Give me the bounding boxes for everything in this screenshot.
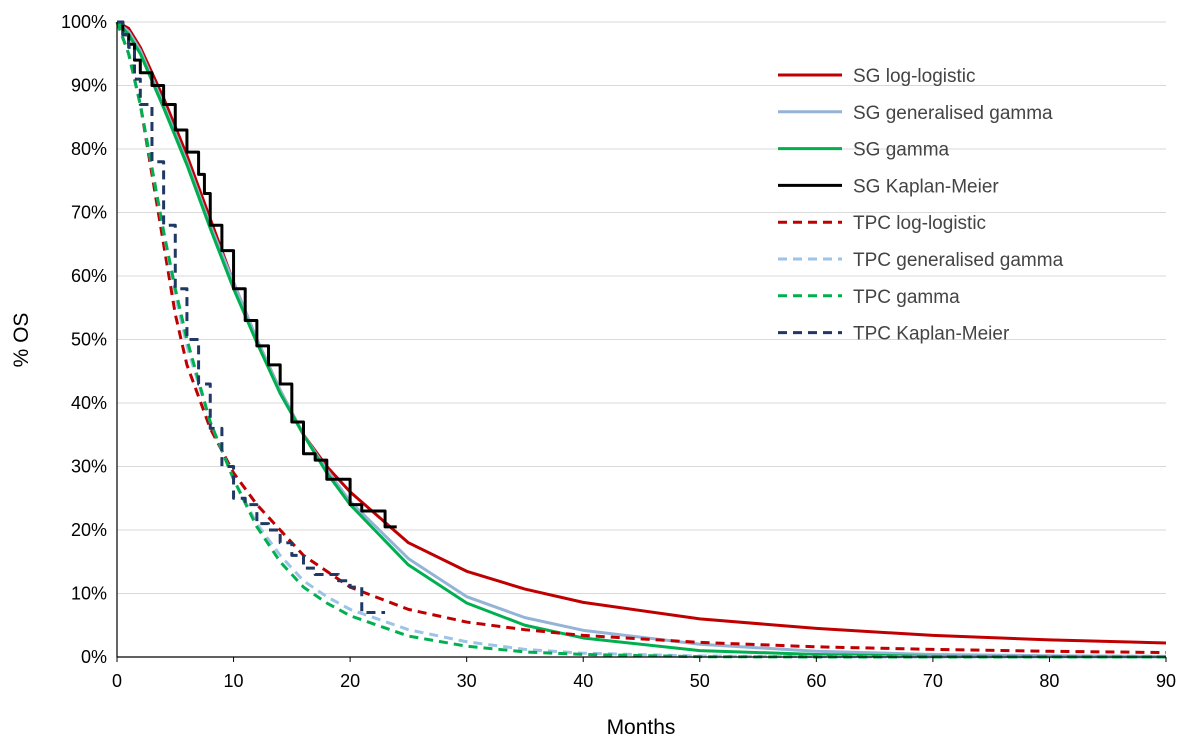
y-tick-label-10: 10% <box>71 584 107 604</box>
series-line-3 <box>117 20 397 529</box>
legend-label-2: SG gamma <box>853 140 950 161</box>
series-line-4 <box>115 21 1167 655</box>
axes <box>116 22 1167 662</box>
y-tick-label-80: 80% <box>71 139 107 159</box>
x-tick-label-10: 10 <box>224 671 244 691</box>
y-tick-label-50: 50% <box>71 330 107 350</box>
x-tick-label-20: 20 <box>340 671 360 691</box>
legend-label-5: TPC generalised gamma <box>853 250 1064 271</box>
legend-label-0: SG log-logistic <box>853 66 976 87</box>
tick-labels: 0% 10% 20% 30% 40% 50% 60% 70% 80% 90% 100% 0 10 20 30… <box>61 12 1176 691</box>
x-tick-label-60: 60 <box>806 671 826 691</box>
legend-label-6: TPC gamma <box>853 287 960 308</box>
x-tick-label-0: 0 <box>112 671 122 691</box>
x-tick-label-50: 50 <box>690 671 710 691</box>
legend-label-3: SG Kaplan-Meier <box>853 176 999 197</box>
series-line-7 <box>117 20 386 615</box>
x-tick-label-30: 30 <box>457 671 477 691</box>
x-tick-label-40: 40 <box>573 671 593 691</box>
legend-label-7: TPC Kaplan-Meier <box>853 324 1010 345</box>
legend: SG log-logistic SG generalised gamma SG ga… <box>778 66 1064 345</box>
x-tick-label-90: 90 <box>1156 671 1176 691</box>
y-tick-label-100: 100% <box>61 12 107 32</box>
y-axis-title: % OS <box>10 313 33 368</box>
y-tick-label-70: 70% <box>71 203 107 223</box>
x-axis-title: Months <box>607 716 676 736</box>
y-tick-label-20: 20% <box>71 520 107 540</box>
legend-label-1: SG generalised gamma <box>853 103 1053 124</box>
y-tick-label-40: 40% <box>71 393 107 413</box>
y-tick-label-0: 0% <box>81 647 107 667</box>
y-tick-label-60: 60% <box>71 266 107 286</box>
y-tick-label-90: 90% <box>71 76 107 96</box>
x-tick-label-70: 70 <box>923 671 943 691</box>
x-tick-label-80: 80 <box>1039 671 1059 691</box>
y-tick-label-30: 30% <box>71 457 107 477</box>
legend-label-4: TPC log-logistic <box>853 213 986 234</box>
